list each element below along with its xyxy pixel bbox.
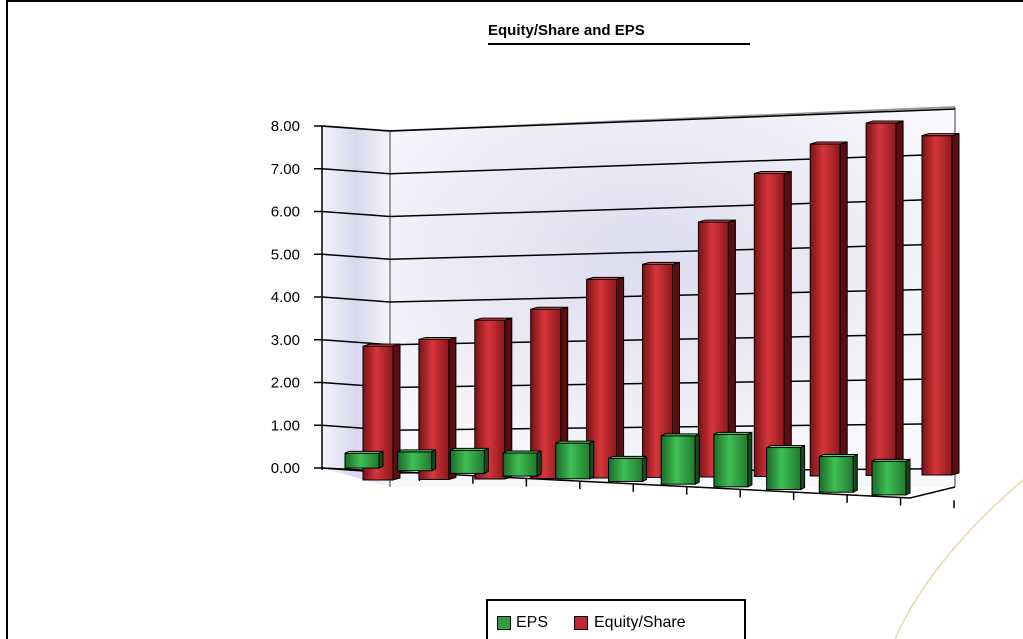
eps-bar-side-4 xyxy=(589,440,595,480)
equity-bar-top-6 xyxy=(698,219,736,223)
equity-bar-3 xyxy=(530,308,562,479)
eps-bar-top-2 xyxy=(450,447,489,451)
eps-bar-4 xyxy=(555,442,591,480)
equity-bar-top-7 xyxy=(754,171,792,175)
ytick-label-4: 4.00 xyxy=(271,289,300,306)
eps-bar-top-0 xyxy=(344,450,384,454)
legend-swatch-equity xyxy=(574,616,588,630)
equity-bar-top-1 xyxy=(418,336,457,340)
eps-bar-side-3 xyxy=(536,450,542,477)
grid-side-4 xyxy=(321,296,391,303)
ytick-label-1: 1.00 xyxy=(271,417,300,434)
eps-bar-9 xyxy=(818,456,854,493)
eps-bar-0 xyxy=(344,452,380,469)
ytick-label-6: 6.00 xyxy=(271,204,300,221)
eps-bar-1 xyxy=(397,451,433,472)
eps-bar-top-10 xyxy=(871,458,911,462)
eps-bar-side-5 xyxy=(642,455,647,483)
eps-bar-6 xyxy=(660,435,696,485)
equity-bar-side-10 xyxy=(951,132,960,476)
eps-bar-top-9 xyxy=(819,454,858,458)
x-axis-right xyxy=(909,486,956,499)
equity-bar-top-2 xyxy=(474,317,512,321)
equity-bar-top-3 xyxy=(530,306,568,310)
ytick-label-0: 0.00 xyxy=(271,460,300,477)
equity-bar-7 xyxy=(753,173,785,478)
equity-bar-top-5 xyxy=(642,261,680,265)
ytick-label-2: 2.00 xyxy=(271,375,300,392)
eps-bar-5 xyxy=(608,457,643,482)
eps-bar-side-10 xyxy=(905,458,911,496)
equity-bar-8 xyxy=(809,143,841,477)
equity-bar-top-9 xyxy=(865,120,904,124)
eps-bar-top-5 xyxy=(608,455,647,459)
equity-bar-top-0 xyxy=(362,343,401,347)
eps-bar-side-8 xyxy=(800,444,806,491)
equity-bar-9 xyxy=(865,122,897,476)
grid-side-7 xyxy=(321,168,391,175)
grid-side-6 xyxy=(321,210,391,218)
grid-back-6 xyxy=(389,198,956,218)
eps-bar-3 xyxy=(502,452,538,477)
eps-bar-top-4 xyxy=(555,440,595,444)
ytick-label-3: 3.00 xyxy=(271,332,300,349)
eps-bar-top-1 xyxy=(397,449,436,453)
title-underline xyxy=(488,43,750,45)
eps-bar-top-6 xyxy=(660,433,700,437)
legend-label-eps: EPS xyxy=(516,614,549,631)
grid-side-5 xyxy=(321,253,391,260)
eps-bar-side-6 xyxy=(694,433,700,485)
equity-bar-top-8 xyxy=(810,141,848,145)
eps-bar-top-7 xyxy=(713,431,753,435)
eps-bar-8 xyxy=(766,447,802,491)
grid-side-8 xyxy=(321,125,391,132)
equity-bar-10 xyxy=(921,135,953,476)
equity-bar-side-8 xyxy=(839,141,848,477)
eps-bar-side-0 xyxy=(378,450,384,469)
eps-bar-side-7 xyxy=(747,431,753,488)
equity-bar-top-4 xyxy=(586,276,624,280)
ytick-label-5: 5.00 xyxy=(271,246,300,263)
eps-bar-2 xyxy=(449,449,485,474)
legend-label-equity: Equity/Share xyxy=(594,614,686,631)
eps-bar-side-2 xyxy=(483,447,489,475)
grid-back-5 xyxy=(389,243,956,260)
grid-back-7 xyxy=(389,153,956,175)
eps-bar-side-1 xyxy=(431,449,437,472)
legend: EPS Equity/Share xyxy=(486,599,746,639)
chart-title: Equity/Share and EPS xyxy=(488,22,645,39)
grid-back-8 xyxy=(389,108,956,132)
eps-bar-7 xyxy=(713,433,749,488)
eps-bar-top-8 xyxy=(766,445,805,449)
eps-bar-side-9 xyxy=(852,453,858,494)
ytick-label-7: 7.00 xyxy=(271,161,300,178)
legend-swatch-eps xyxy=(497,616,511,630)
eps-bar-top-3 xyxy=(502,450,542,454)
equity-bar-side-4 xyxy=(616,276,625,479)
ytick-label-8: 8.00 xyxy=(271,118,300,135)
equity-bar-top-10 xyxy=(921,133,960,137)
decor-arc xyxy=(894,479,1023,639)
eps-bar-10 xyxy=(871,460,907,496)
equity-bar-side-7 xyxy=(783,170,792,478)
equity-bar-side-9 xyxy=(895,120,904,477)
